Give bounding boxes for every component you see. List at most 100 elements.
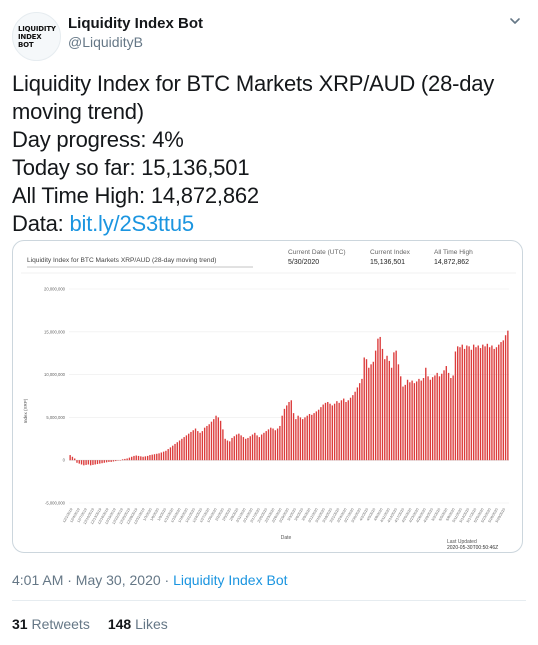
- bar: [415, 381, 418, 461]
- x-tick-label: 1/27/2020: [199, 508, 210, 524]
- bar: [468, 346, 470, 461]
- bar: [142, 456, 144, 461]
- x-tick-label: 5/5/2020: [438, 508, 448, 522]
- x-tick-label: 2/8/2020: [229, 508, 239, 522]
- bar: [402, 386, 404, 461]
- avatar-logo: LIQUIDITY INDEX BOT: [18, 25, 56, 49]
- retweets-count: 31: [12, 616, 28, 632]
- timestamp-text[interactable]: 4:01 AM · May 30, 2020 ·: [12, 572, 174, 588]
- bar: [400, 376, 402, 461]
- x-tick-label: 4/14/2020: [387, 508, 398, 524]
- x-tick-label: 3/30/2020: [351, 508, 362, 524]
- bar: [272, 428, 274, 461]
- current-index-label: Current Index: [370, 249, 411, 256]
- bar: [438, 376, 441, 461]
- retweets-label: Retweets: [27, 616, 90, 632]
- bar: [418, 378, 420, 461]
- bar: [358, 383, 361, 461]
- x-tick-label: 1/18/2020: [177, 508, 188, 524]
- x-tick-label: 5/26/2020: [488, 508, 499, 524]
- bar: [347, 400, 349, 461]
- chart-bars: [69, 330, 509, 466]
- bar: [137, 455, 140, 461]
- bar: [343, 398, 345, 461]
- x-tick-label: 4/8/2020: [373, 508, 383, 522]
- bar: [146, 455, 149, 461]
- bar: [169, 447, 172, 461]
- bar: [313, 413, 315, 461]
- x-tick-label: 4/2/2020: [359, 508, 369, 522]
- x-tick-label: 4/5/2020: [366, 508, 376, 522]
- x-tick-label: 3/15/2020: [314, 508, 325, 524]
- bar: [427, 376, 429, 461]
- user-handle[interactable]: @LiquidityB: [68, 34, 143, 50]
- bar: [128, 457, 131, 461]
- bar: [131, 456, 133, 461]
- bar: [386, 355, 388, 461]
- bar: [395, 350, 397, 461]
- bar: [197, 431, 199, 461]
- bar: [74, 458, 76, 461]
- bar: [491, 345, 493, 461]
- chart-card[interactable]: Liquidity Index for BTC Markets XRP/AUD …: [12, 240, 523, 553]
- bar: [295, 419, 297, 461]
- data-label: Data:: [12, 211, 70, 236]
- bar: [390, 367, 393, 461]
- bar: [121, 459, 124, 461]
- x-tick-label: 2/11/2020: [235, 508, 246, 524]
- current-date-label: Current Date (UTC): [288, 249, 346, 256]
- bar: [388, 360, 390, 461]
- x-tick-label: 2/2/2020: [214, 508, 224, 522]
- retweets-stat[interactable]: 31 Retweets: [12, 616, 90, 632]
- bar: [502, 340, 504, 461]
- bar: [124, 458, 126, 461]
- avatar[interactable]: LIQUIDITY INDEX BOT: [12, 12, 61, 61]
- source-link[interactable]: Liquidity Index Bot: [173, 572, 288, 588]
- tweet-line: moving trend): [12, 99, 144, 124]
- bar: [488, 347, 491, 461]
- bar: [247, 437, 249, 461]
- bar: [190, 431, 192, 461]
- x-tick-label: 12/1/2019: [62, 508, 73, 524]
- bar: [429, 379, 432, 461]
- x-tick-label: 1/12/2020: [163, 508, 174, 524]
- x-tick-label: 4/17/2020: [394, 508, 405, 524]
- bar: [153, 454, 156, 461]
- bar: [149, 455, 151, 461]
- bar: [463, 348, 466, 461]
- tweet-line: Day progress: 4%: [12, 127, 184, 152]
- bar: [286, 405, 288, 461]
- bar: [454, 351, 457, 461]
- chevron-down-icon[interactable]: [508, 14, 522, 28]
- bar: [445, 366, 447, 461]
- y-tick-label: 20,000,000: [44, 287, 66, 292]
- x-tick-label: 5/14/2020: [459, 508, 470, 524]
- bar: [208, 424, 210, 461]
- bar: [158, 453, 160, 461]
- x-tick-label: 5/23/2020: [480, 508, 491, 524]
- x-tick-label: 12/4/2019: [69, 508, 80, 524]
- bar: [279, 425, 281, 461]
- bar: [210, 421, 213, 461]
- bar: [217, 417, 220, 461]
- x-tick-label: 2/17/2020: [250, 508, 261, 524]
- display-name[interactable]: Liquidity Index Bot: [68, 15, 203, 32]
- bar: [78, 460, 80, 464]
- bar: [338, 402, 340, 461]
- bar: [92, 460, 94, 465]
- bar: [126, 458, 128, 461]
- bar: [251, 434, 254, 461]
- x-tick-label: 5/8/2020: [445, 508, 455, 522]
- bar: [443, 370, 445, 461]
- bar: [484, 346, 486, 461]
- x-tick-label: 4/23/2020: [408, 508, 419, 524]
- likes-stat[interactable]: 148 Likes: [108, 616, 168, 632]
- bar: [192, 430, 194, 461]
- x-tick-label: 4/20/2020: [401, 508, 412, 524]
- data-link[interactable]: bit.ly/2S3ttu5: [69, 211, 195, 236]
- bar: [288, 401, 290, 461]
- bar: [235, 434, 238, 461]
- bar: [201, 431, 204, 461]
- bar: [203, 427, 206, 461]
- tweet-line: All Time High: 14,872,862: [12, 183, 259, 208]
